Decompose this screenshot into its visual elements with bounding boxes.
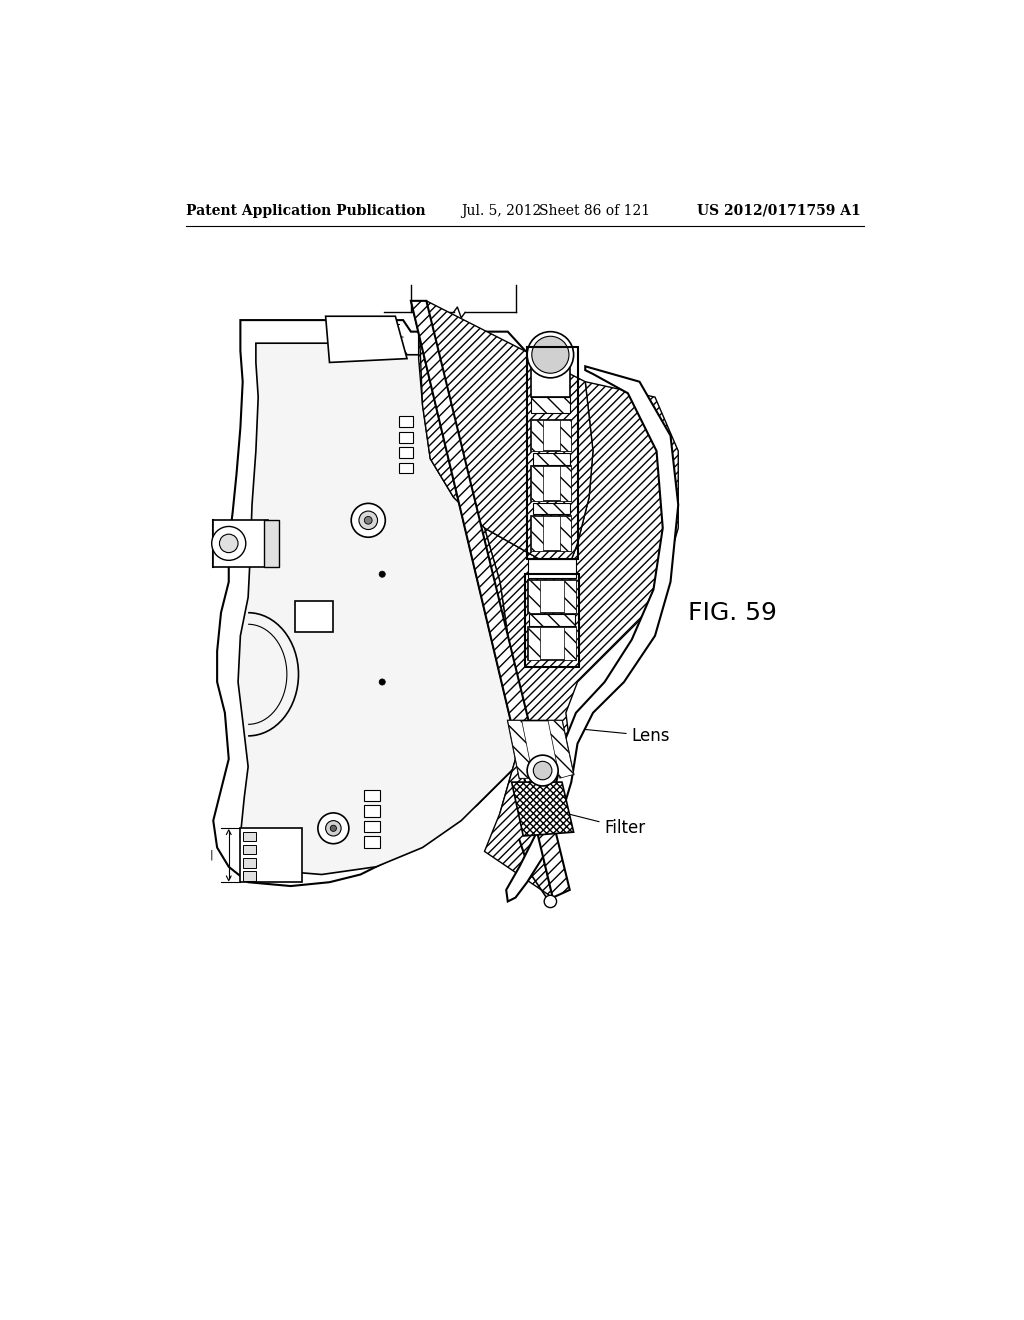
Polygon shape (531, 516, 543, 552)
Text: FIG. 59: FIG. 59 (688, 601, 777, 624)
Polygon shape (263, 520, 280, 566)
Polygon shape (243, 845, 256, 854)
Polygon shape (243, 858, 256, 867)
Polygon shape (243, 832, 256, 841)
Circle shape (326, 821, 341, 836)
Text: Filter: Filter (561, 812, 646, 837)
Polygon shape (243, 871, 256, 880)
Polygon shape (528, 627, 575, 660)
Polygon shape (548, 721, 573, 779)
Text: Lens: Lens (574, 727, 671, 744)
Polygon shape (238, 343, 573, 874)
Polygon shape (484, 381, 678, 821)
Circle shape (365, 516, 372, 524)
Polygon shape (365, 789, 380, 801)
Polygon shape (560, 420, 571, 451)
Polygon shape (411, 301, 553, 898)
Polygon shape (399, 462, 414, 474)
Circle shape (212, 527, 246, 561)
Polygon shape (531, 466, 543, 502)
Polygon shape (512, 781, 573, 836)
Text: |: | (210, 850, 214, 861)
Polygon shape (295, 601, 334, 632)
Circle shape (317, 813, 349, 843)
Circle shape (527, 755, 558, 785)
Polygon shape (365, 836, 380, 847)
Polygon shape (560, 466, 571, 502)
Circle shape (359, 511, 378, 529)
Circle shape (534, 762, 552, 780)
Text: Jul. 5, 2012: Jul. 5, 2012 (461, 203, 542, 218)
Circle shape (379, 572, 385, 577)
Polygon shape (563, 581, 575, 612)
Polygon shape (419, 301, 593, 574)
Polygon shape (365, 821, 380, 832)
Polygon shape (532, 503, 569, 515)
Polygon shape (399, 416, 414, 428)
Polygon shape (528, 581, 575, 612)
Text: Patent Application Publication: Patent Application Publication (186, 203, 426, 218)
Circle shape (527, 331, 573, 378)
Circle shape (351, 503, 385, 537)
Polygon shape (241, 829, 302, 882)
Polygon shape (399, 447, 414, 458)
Circle shape (544, 895, 557, 908)
Circle shape (331, 825, 337, 832)
Polygon shape (508, 721, 573, 779)
Polygon shape (411, 301, 569, 898)
Circle shape (379, 678, 385, 685)
Polygon shape (528, 614, 575, 626)
Polygon shape (326, 317, 407, 363)
Polygon shape (528, 581, 541, 612)
Polygon shape (213, 520, 267, 566)
Polygon shape (213, 321, 589, 886)
Polygon shape (531, 420, 543, 451)
Circle shape (531, 337, 569, 374)
Polygon shape (532, 453, 569, 465)
Polygon shape (531, 516, 571, 552)
Polygon shape (365, 805, 380, 817)
Text: US 2012/0171759 A1: US 2012/0171759 A1 (696, 203, 860, 218)
Polygon shape (531, 397, 569, 412)
Polygon shape (531, 420, 571, 451)
Polygon shape (560, 516, 571, 552)
Polygon shape (531, 355, 569, 397)
Polygon shape (528, 558, 575, 578)
Polygon shape (506, 367, 678, 902)
Polygon shape (563, 627, 575, 660)
Polygon shape (508, 721, 534, 779)
Polygon shape (399, 432, 414, 442)
Polygon shape (531, 466, 571, 502)
Polygon shape (528, 627, 541, 660)
Text: Sheet 86 of 121: Sheet 86 of 121 (539, 203, 650, 218)
Circle shape (219, 535, 238, 553)
